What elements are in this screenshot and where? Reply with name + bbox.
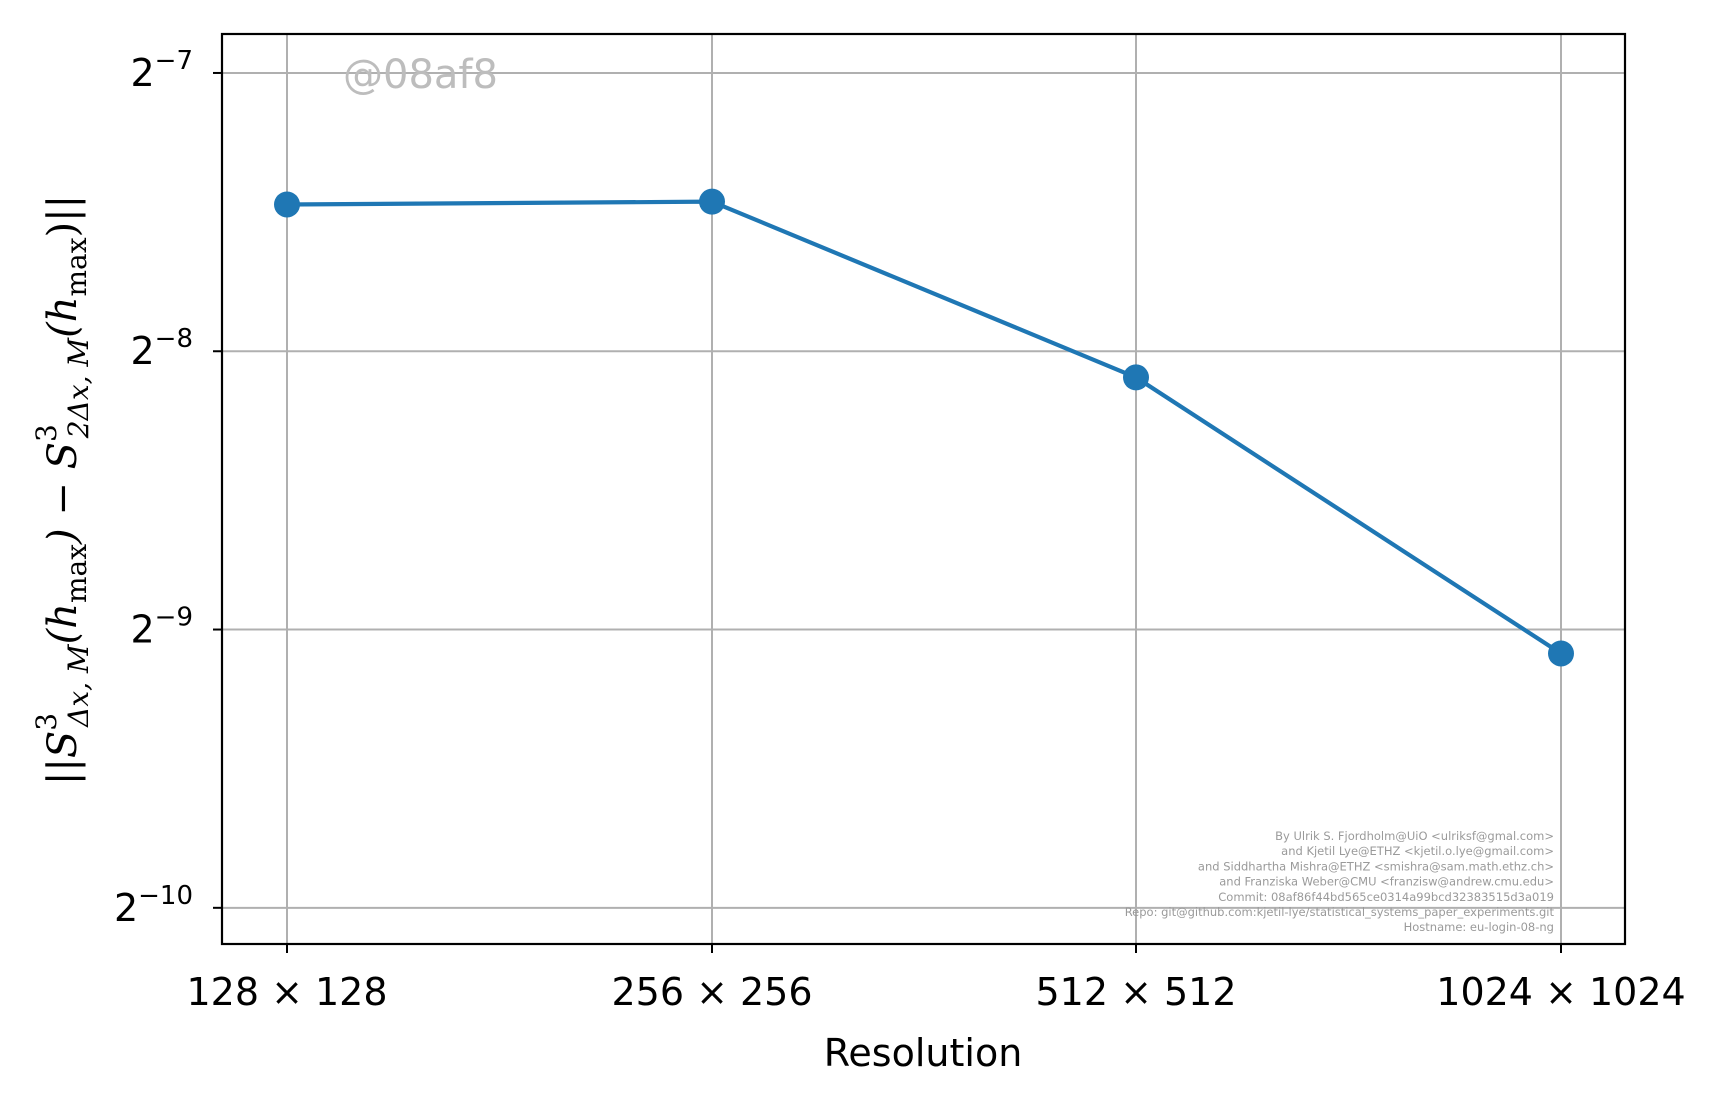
- data-point: [699, 188, 725, 215]
- series-layer: [274, 188, 1574, 667]
- credit-line: and Kjetil Lye@ETHZ <kjetil.o.lye@gmail.…: [1281, 844, 1554, 858]
- ylabel-close: )||: [40, 195, 86, 238]
- data-point: [274, 191, 300, 218]
- credit-line: Repo: git@github.com:kjetil-lye/statisti…: [1125, 905, 1555, 919]
- ylabel-sup3: 3: [30, 424, 63, 442]
- svg-text:||S3Δx, M(hmax) − S32Δx, M(hma: ||S3Δx, M(hmax) − S32Δx, M(hmax)||: [30, 195, 95, 785]
- y-axis-title: ||S3Δx, M(hmax) − S32Δx, M(hmax)||: [30, 195, 95, 785]
- y-tick-label: 2−8: [130, 324, 193, 373]
- grid: [222, 34, 1625, 944]
- ylabel-sup1: 3: [30, 713, 63, 731]
- ylabel-mid3: (h: [40, 297, 86, 338]
- y-tick-label: 2−10: [114, 881, 193, 930]
- credit-line: Commit: 08af86f44bd565ce0314a99bcd323835…: [1218, 890, 1554, 904]
- ylabel-sub4: max: [60, 237, 93, 296]
- ylabel-sub1: Δx, M: [62, 643, 95, 728]
- credit-line: Hostname: eu-login-08-ng: [1404, 920, 1554, 934]
- ylabel-open: ||S: [40, 731, 86, 785]
- credit-line: and Siddhartha Mishra@ETHZ <smishra@sam.…: [1198, 859, 1554, 873]
- data-point: [1123, 364, 1149, 391]
- credits-block: By Ulrik S. Fjordholm@UiO <ulriksf@gmal.…: [1125, 829, 1555, 934]
- ylabel-sub3: 2Δx, M: [62, 337, 95, 440]
- ylabel-sub2: max: [60, 544, 93, 603]
- data-point: [1548, 640, 1574, 667]
- x-tick-label: 1024 × 1024: [1436, 970, 1685, 1014]
- x-tick-label: 128 × 128: [186, 970, 387, 1014]
- credit-line: By Ulrik S. Fjordholm@UiO <ulriksf@gmal.…: [1275, 829, 1554, 843]
- ylabel-mid: (h: [40, 603, 86, 644]
- x-axis-title: Resolution: [824, 1031, 1023, 1075]
- watermark: @08af8: [343, 52, 498, 98]
- series-line: [286, 199, 1563, 656]
- ylabel-mid2: ) − S: [40, 442, 86, 545]
- ticks-layer: 128 × 128 256 × 256 512 × 512 1024 × 1024 2−…: [114, 46, 1686, 1014]
- credit-line: and Franziska Weber@CMU <franzisw@andrew…: [1219, 875, 1554, 889]
- plot-frame: [220, 32, 1627, 946]
- x-tick-label: 256 × 256: [611, 970, 812, 1014]
- y-tick-label: 2−7: [130, 46, 193, 95]
- y-tick-label: 2−9: [130, 603, 193, 652]
- x-tick-label: 512 × 512: [1035, 970, 1236, 1014]
